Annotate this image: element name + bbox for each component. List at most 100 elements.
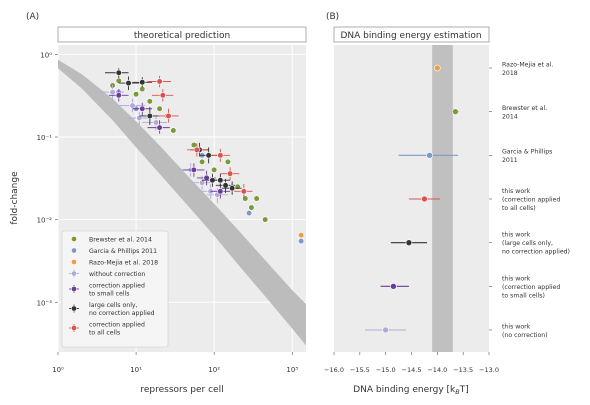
estimate-label: this work (correction applied to all cells… [502,188,560,212]
data-point [129,102,136,109]
legend-label-correction_small: correction applied to small cells [89,283,145,298]
data-point [198,158,206,165]
x-tick-label: −14.5 [402,366,422,374]
data-point [190,166,197,174]
data-point [245,210,253,217]
data-point [146,112,153,120]
estimate-label: Brewster et al. 2014 [502,105,547,121]
series-large_cells [105,68,242,195]
data-point [242,195,249,202]
estimate-point [452,108,459,115]
estimate-label: this work (correction applied to small cel… [502,275,560,299]
data-point [193,146,200,153]
estimate-label: Razo-Mejia et al. 2018 [502,61,553,77]
estimate-point [426,152,433,159]
estimate-row-correction_all: this work (correction applied to all cells… [408,188,560,212]
estimate-point [382,326,389,334]
panel-a-x-ticks: 10⁰ 10¹ 10² 10³ [52,352,298,374]
data-point [156,105,163,112]
data-point [240,188,247,195]
estimate-row-razomejia2018: Razo-Mejia et al. 2018 [433,61,553,77]
panel-b-rows: Razo-Mejia et al. 2018 Brewster et al. 2014… [365,61,570,339]
estimate-point [421,195,428,203]
estimate-point [390,283,397,290]
estimate-label: this work (large cells only, no correction… [502,232,570,256]
panel-a-xlabel: repressors per cell [140,385,223,395]
data-point [234,183,241,190]
panel-b: DNA binding energy estimation Razo-Mejia… [324,26,570,396]
data-point [109,88,116,96]
x-tick-label: −15.5 [350,366,370,374]
panel-a-title: theoretical prediction [134,31,230,41]
estimate-row-without_correction: this work (no correction) [365,323,548,339]
data-point [298,232,305,239]
y-tick-label: 10⁻² [37,217,53,225]
x-tick-label: 10³ [286,366,298,374]
series-correction_small [109,89,231,199]
data-point [203,174,210,182]
legend-label-garcia2011: Garcia & Phillips 2011 [89,248,157,255]
x-tick-label: −15.0 [376,366,396,374]
data-point [222,182,229,189]
panel-a-title-box [57,26,307,43]
panel-a-y-ticks: 10⁻³ 10⁻² 10⁻¹ 10⁰ [37,51,58,307]
data-point [170,127,177,134]
data-point [309,232,315,238]
legend-marker-large_cells [71,305,77,312]
x-tick-label: −13.0 [479,366,499,374]
legend-marker-correction_all [71,325,77,331]
data-point [253,195,260,202]
data-point [125,79,132,87]
data-point [152,119,160,126]
data-point [156,78,163,85]
data-point [132,91,140,98]
estimate-point [434,64,441,72]
x-tick-label: 10¹ [130,366,142,374]
data-point [165,112,172,120]
data-point [139,105,146,112]
data-point [217,177,224,184]
legend-marker-without_correction [71,270,77,277]
data-point [217,188,224,195]
estimate-point [405,239,413,246]
x-tick-label: 10² [208,366,220,374]
estimate-label: this work (no correction) [502,323,548,339]
panel-a-ylabel: fold-change [10,171,20,225]
panel-a-label: (A) [26,12,39,22]
theory-band [58,59,306,346]
legend-marker-garcia2011 [71,247,77,254]
data-point [298,237,305,245]
data-point [115,92,122,99]
estimate-row-correction_small: this work (correction applied to small cel… [380,275,560,299]
panel-a-points [100,68,315,251]
data-point [229,185,236,192]
legend-label-razomejia2018: Razo-Mejia et al. 2018 [89,260,158,267]
panel-b-x-ticks: −16.0 −15.5 −15.0 −14.5 −14.0 −13.5 −13.0 [324,352,499,374]
panel-b-title: DNA binding energy estimation [340,31,481,41]
data-point [227,170,234,177]
binding-energy-band [432,45,453,352]
panel-a: theoretical prediction 10⁰ 10¹ 10² 10³ 10⁻³… [10,26,315,395]
legend-label-brewster2014: Brewster et al. 2014 [89,237,152,244]
y-tick-label: 10⁻¹ [37,134,53,142]
y-tick-label: 10⁰ [40,51,52,59]
legend-label-correction_all: correction applied to all cells [89,322,145,337]
panel-b-xlabel: DNA binding energy [kBT] [353,385,469,396]
estimate-label: Garcia & Phillips 2011 [502,149,552,165]
series-without_correction [100,84,228,203]
data-point [309,245,315,251]
x-tick-label: 10⁰ [52,366,64,374]
x-tick-label: −14.0 [427,366,447,374]
data-point [159,92,166,99]
data-point [211,166,218,174]
data-point [139,79,146,86]
y-tick-label: 10⁻³ [37,299,53,307]
legend-marker-correction_small [71,286,77,292]
panel-b-title-box [333,26,490,43]
legend-marker-brewster2014 [71,236,77,242]
estimate-row-large_cells: this work (large cells only, no correction… [390,232,570,256]
data-point [248,204,255,211]
legend-marker-razomejia2018 [71,259,77,265]
data-point [156,124,163,131]
